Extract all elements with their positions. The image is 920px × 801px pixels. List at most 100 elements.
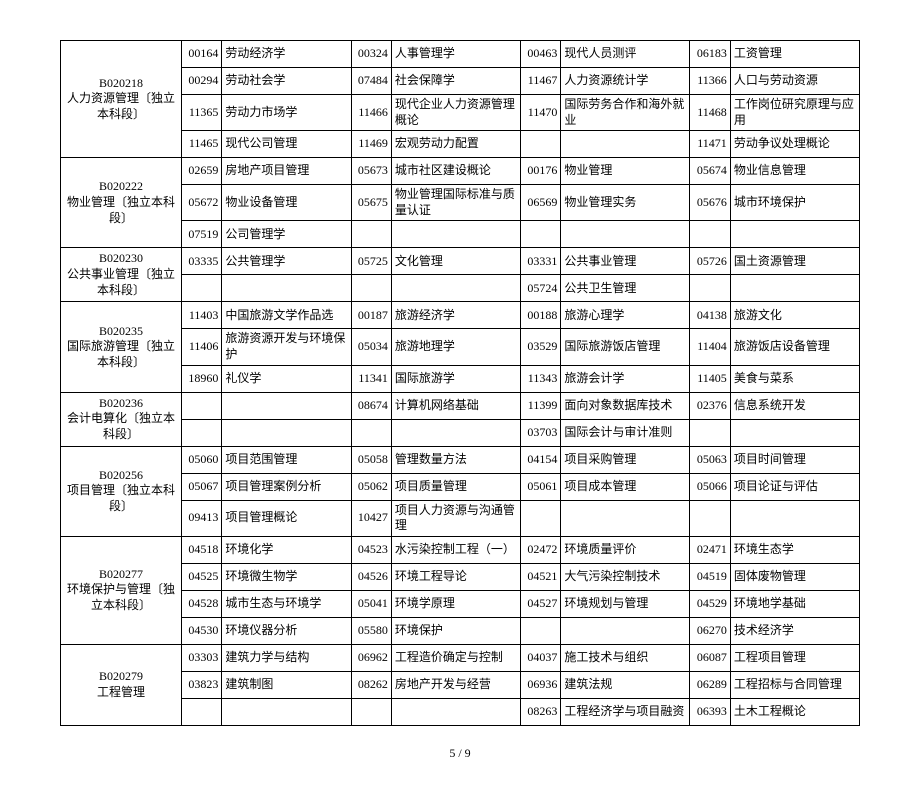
table-cell: 旅游地理学 [391,329,520,365]
table-cell: 环境地学基础 [730,590,859,617]
table-cell: 11365 [182,95,222,131]
table-cell: 项目管理概论 [222,500,351,536]
table-cell: 文化管理 [391,248,520,275]
table-cell: 项目论证与评估 [730,473,859,500]
table-cell [222,419,351,446]
table-cell: 国际旅游饭店管理 [561,329,690,365]
table-cell: 11403 [182,302,222,329]
table-cell: 05672 [182,185,222,221]
table-cell: 环境学原理 [391,590,520,617]
table-cell: 00187 [351,302,391,329]
table-cell: 10427 [351,500,391,536]
table-cell: 工作岗位研究原理与应用 [730,95,859,131]
table-cell: 05063 [690,446,730,473]
table-cell: 04518 [182,536,222,563]
table-cell: 00176 [521,158,561,185]
table-cell: 房地产项目管理 [222,158,351,185]
table-cell [730,275,859,302]
table-cell: 面向对象数据库技术 [561,392,690,419]
table-cell: 11466 [351,95,391,131]
table-cell: 11470 [521,95,561,131]
table-cell: B020277环境保护与管理〔独立本科段〕 [61,536,182,644]
table-cell: 18960 [182,365,222,392]
table-cell: 11341 [351,365,391,392]
table-cell [730,221,859,248]
table-cell: 工程造价确定与控制 [391,644,520,671]
table-cell: 环境仪器分析 [222,617,351,644]
table-cell: B020236会计电算化〔独立本科段〕 [61,392,182,446]
table-cell: 05061 [521,473,561,500]
table-cell: 项目质量管理 [391,473,520,500]
table-cell: 礼仪学 [222,365,351,392]
table-cell: 02659 [182,158,222,185]
table-cell: 11366 [690,68,730,95]
table-cell [690,500,730,536]
table-cell: 工程招标与合同管理 [730,671,859,698]
table-cell: 物业管理国际标准与质量认证 [391,185,520,221]
table-cell: 08263 [521,698,561,725]
table-cell: 人力资源统计学 [561,68,690,95]
table-cell: 环境生态学 [730,536,859,563]
table-cell [391,221,520,248]
table-cell [521,131,561,158]
table-cell: 环境质量评价 [561,536,690,563]
table-cell: 水污染控制工程（一） [391,536,520,563]
table-cell: 环境规划与管理 [561,590,690,617]
table-cell: 07519 [182,221,222,248]
table-cell: 项目成本管理 [561,473,690,500]
table-cell: 00188 [521,302,561,329]
table-cell: B020279工程管理 [61,644,182,725]
table-cell: 06569 [521,185,561,221]
table-cell: 物业管理实务 [561,185,690,221]
table-cell [182,698,222,725]
table-cell: 公共管理学 [222,248,351,275]
table-cell: 11406 [182,329,222,365]
table-cell [351,698,391,725]
table-cell: 公共事业管理 [561,248,690,275]
table-cell: 05060 [182,446,222,473]
table-cell: 11469 [351,131,391,158]
table-cell: 项目管理案例分析 [222,473,351,500]
table-cell: 现代人员测评 [561,41,690,68]
table-cell: 03823 [182,671,222,698]
table-cell: 物业信息管理 [730,158,859,185]
table-cell: 11399 [521,392,561,419]
table-cell: 06183 [690,41,730,68]
table-cell: 劳动社会学 [222,68,351,95]
table-cell: 11467 [521,68,561,95]
table-cell: 信息系统开发 [730,392,859,419]
table-cell: 04523 [351,536,391,563]
table-cell: 管理数量方法 [391,446,520,473]
table-cell: 05034 [351,329,391,365]
table-cell [391,698,520,725]
table-cell [391,275,520,302]
table-cell: 05726 [690,248,730,275]
table-cell: 04519 [690,563,730,590]
table-cell: B020256项目管理〔独立本科段〕 [61,446,182,536]
table-cell: 大气污染控制技术 [561,563,690,590]
table-cell: 旅游经济学 [391,302,520,329]
table-cell: 人口与劳动资源 [730,68,859,95]
table-cell: 人事管理学 [391,41,520,68]
table-cell: 工资管理 [730,41,859,68]
table-cell: 05676 [690,185,730,221]
table-cell: 房地产开发与经营 [391,671,520,698]
table-cell [351,221,391,248]
table-cell: 环境工程导论 [391,563,520,590]
table-cell: 04530 [182,617,222,644]
table-cell: 02472 [521,536,561,563]
table-cell [521,617,561,644]
table-cell: 03335 [182,248,222,275]
course-table: B020218人力资源管理〔独立本科段〕00164劳动经济学00324人事管理学… [60,40,860,726]
table-cell: B020235国际旅游管理〔独立本科段〕 [61,302,182,392]
table-cell: 建筑法规 [561,671,690,698]
page-footer: 5 / 9 [60,746,860,761]
table-cell: 技术经济学 [730,617,859,644]
table-cell: 08262 [351,671,391,698]
table-cell: 06962 [351,644,391,671]
table-cell [222,392,351,419]
table-cell [561,131,690,158]
table-cell: 项目范围管理 [222,446,351,473]
table-cell: 11405 [690,365,730,392]
table-cell: 04037 [521,644,561,671]
